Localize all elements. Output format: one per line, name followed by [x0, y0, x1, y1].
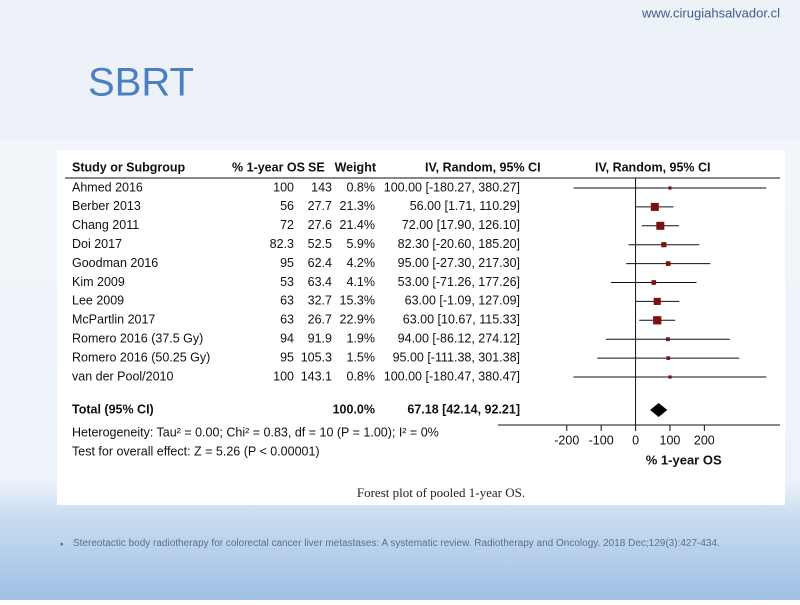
study-marker: [668, 186, 672, 190]
study-name: Goodman 2016: [72, 256, 158, 270]
slide-title: SBRT: [88, 61, 194, 105]
column-header: IV, Random, 95% CI: [425, 160, 541, 174]
se-value: 91.9: [308, 331, 332, 345]
header-band: [0, 0, 800, 140]
os-value: 95: [280, 256, 294, 270]
os-value: 95: [280, 350, 294, 364]
study-name: McPartlin 2017: [72, 313, 155, 327]
os-value: 63: [280, 294, 294, 308]
os-value: 56: [280, 199, 294, 213]
total-diamond: [650, 403, 668, 417]
x-tick-label: 0: [632, 433, 639, 447]
figure-panel: [57, 150, 785, 505]
os-value: 53: [280, 275, 294, 289]
weight-value: 0.8%: [347, 180, 376, 194]
weight-value: 4.1%: [347, 275, 376, 289]
ci-value: 56.00 [1.71, 110.29]: [410, 199, 520, 213]
se-value: 63.4: [308, 275, 332, 289]
ci-value: 94.00 [-86.12, 274.12]: [398, 331, 520, 345]
footnote: Stereotactic body radiotherapy for color…: [73, 538, 720, 549]
se-value: 143: [311, 180, 332, 194]
plot-header: IV, Random, 95% CI: [595, 160, 711, 174]
ci-value: 53.00 [-71.26, 177.26]: [398, 275, 520, 289]
se-value: 143.1: [301, 369, 332, 383]
se-value: 52.5: [308, 237, 332, 251]
study-name: Lee 2009: [72, 294, 124, 308]
se-value: 32.7: [308, 294, 332, 308]
total-weight: 100.0%: [333, 402, 375, 416]
figure-caption: Forest plot of pooled 1-year OS.: [357, 485, 525, 500]
study-name: Romero 2016 (50.25 Gy): [72, 350, 210, 364]
footnote-box: Stereotactic body radiotherapy for color…: [73, 538, 720, 549]
bullet: •: [60, 540, 64, 551]
ci-value: 95.00 [-111.38, 301.38]: [393, 350, 520, 364]
os-value: 100: [273, 369, 294, 383]
os-value: 100: [273, 180, 294, 194]
ci-value: 72.00 [17.90, 126.10]: [402, 218, 520, 232]
se-value: 27.7: [308, 199, 332, 213]
weight-value: 21.3%: [340, 199, 375, 213]
study-marker: [653, 316, 662, 325]
os-value: 63: [280, 313, 294, 327]
se-value: 27.6: [308, 218, 332, 232]
ci-value: 100.00 [-180.47, 380.47]: [384, 369, 520, 383]
forest-plot: Study or Subgroup% 1-year OS SE Weight IV, …: [65, 160, 780, 467]
column-header: Study or Subgroup: [72, 160, 186, 174]
os-value: 94: [280, 331, 294, 345]
se-value: 62.4: [308, 256, 332, 270]
study-name: Kim 2009: [72, 275, 125, 289]
study-marker: [653, 297, 661, 305]
se-value: 105.3: [301, 350, 332, 364]
study-name: Doi 2017: [72, 237, 122, 251]
os-value: 82.3: [270, 237, 294, 251]
column-header: Weight: [335, 160, 377, 174]
study-marker: [666, 356, 671, 360]
study-marker: [665, 337, 670, 342]
study-name: van der Pool/2010: [72, 369, 174, 383]
weight-value: 1.9%: [347, 331, 376, 345]
study-marker: [656, 221, 665, 230]
weight-value: 4.2%: [347, 256, 376, 270]
study-name: Berber 2013: [72, 199, 141, 213]
x-tick-label: 100: [660, 433, 681, 447]
ci-value: 100.00 [-180.27, 380.27]: [384, 180, 520, 194]
overall-effect: Test for overall effect: Z = 5.26 (P < 0…: [72, 444, 320, 458]
ci-value: 63.00 [-1.09, 127.09]: [405, 294, 520, 308]
total-ci: 67.18 [42.14, 92.21]: [407, 402, 520, 416]
study-name: Ahmed 2016: [72, 180, 143, 194]
os-value: 72: [280, 218, 294, 232]
total-label: Total (95% CI): [72, 402, 154, 416]
weight-value: 15.3%: [340, 294, 375, 308]
x-axis-label: % 1-year OS: [646, 452, 722, 467]
study-name: Chang 2011: [72, 218, 139, 232]
ci-value: 95.00 [-27.30, 217.30]: [398, 256, 520, 270]
study-marker: [668, 375, 672, 379]
x-tick-label: 200: [694, 433, 715, 447]
column-header: % 1-year OS: [232, 160, 305, 174]
study-name: Romero 2016 (37.5 Gy): [72, 331, 203, 345]
se-value: 26.7: [308, 313, 332, 327]
x-tick-label: -200: [554, 433, 579, 447]
weight-value: 22.9%: [340, 313, 375, 327]
study-marker: [651, 280, 657, 285]
study-marker: [650, 202, 659, 211]
study-marker: [665, 261, 671, 266]
weight-value: 21.4%: [340, 218, 375, 232]
heterogeneity: Heterogeneity: Tau² = 0.00; Chi² = 0.83,…: [72, 425, 439, 439]
column-header: SE: [308, 160, 325, 174]
site-url: www.cirugiahsalvador.cl: [641, 5, 780, 20]
study-marker: [661, 242, 667, 248]
weight-value: 1.5%: [347, 350, 376, 364]
ci-value: 63.00 [10.67, 115.33]: [403, 313, 520, 327]
weight-value: 5.9%: [347, 237, 376, 251]
weight-value: 0.8%: [347, 369, 376, 383]
ci-value: 82.30 [-20.60, 185.20]: [398, 237, 520, 251]
x-tick-label: -100: [589, 433, 614, 447]
